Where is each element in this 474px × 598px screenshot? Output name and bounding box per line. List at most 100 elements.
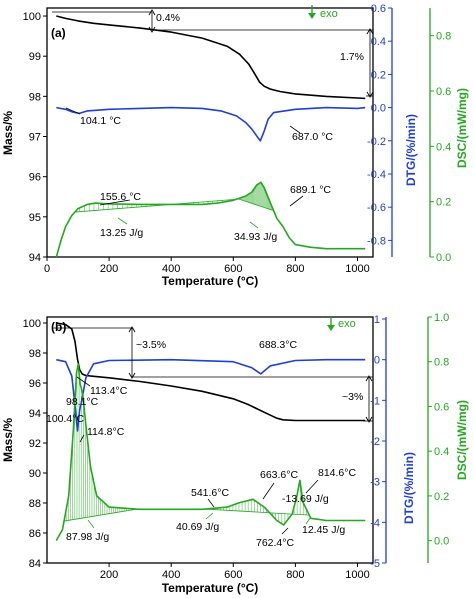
panel-a-mass-ticks: 94 95 96 97 98 99 100 [23,11,47,264]
panel-b-mass-axis-title: Mass/% [1,418,15,462]
panel-a-mass-loss-guides [52,11,373,97]
panel-b-annotation-100.4C: 100.4°C [46,413,84,425]
panel-a-label: (a) [51,26,66,40]
panel-b-annotation-13.69Jg: -13.69 J/g [282,493,329,505]
panel-a-series [55,15,366,258]
dtg-tick-label: -1 [370,395,380,407]
panel-b-leader-663 [262,482,275,500]
mass-tick-label: 94 [29,408,41,420]
x-tick-label: 0 [44,263,50,275]
panel-b-annotation-12.45Jg: 12.45 J/g [302,524,345,536]
dsc-tick-label: 0.2 [436,197,451,209]
panel-a-exo-label: exo [320,8,338,20]
panel-b-dsc-axis-title: DSC/(mW/mg) [455,400,469,480]
panel-a-leader-689 [289,195,304,207]
dsc-tick-label: 0.0 [436,252,451,264]
mass-tick-label: 94 [29,252,41,264]
dsc-tick-label: 0.6 [436,86,451,98]
mass-tick-label: 88 [29,498,41,510]
panel-b-annotation-762.4C: 762.4°C [256,537,294,549]
panel-b-leader-541 [207,498,215,508]
x-tick-label: 1000 [345,263,369,275]
panel-a-dtg-ticks: 0.6 0.4 0.2 0.0 -0.2 -0.4 -0.6 -0.8 [367,3,392,247]
dtg-tick-label: 0 [374,355,380,367]
dtg-tick-label: 0.4 [371,36,386,48]
x-tick-label: 400 [162,263,180,275]
dtg-tick-label: 0.6 [371,3,386,15]
panel-b-x-axis-title: Temperature (°C) [162,581,259,595]
panel-a-plot-frame [46,7,374,258]
panel-b-annotation-114.8C: 114.8°C [87,426,125,438]
panel-b-annotation-541.6C: 541.6°C [191,487,229,499]
mass-tick-label: 86 [29,528,41,540]
dtg-tick-label: 0.0 [371,103,386,115]
panel-a-annotation-13.25Jg: 13.25 J/g [100,227,143,239]
panel-a-leader-155 [99,199,131,206]
panel-a-exo-arrowhead-icon [308,13,316,19]
mass-tick-label: 97 [29,132,41,144]
panel-a-dsc-axis-title: DSC/(mW/mg) [455,88,469,168]
panel-b-exo-marker: exo [327,317,356,331]
panel-b-leader-814 [305,479,319,494]
panel-a-annotation-34.93Jg: 34.93 J/g [234,231,277,243]
dsc-baseline [74,198,237,213]
panel-a-annotation-687C: 687.0 °C [292,131,333,143]
mass-tick-label: 96 [29,172,41,184]
panel-b-dtg-axis-title: DTG/(%/min) [402,452,416,524]
panel-b-exo-label: exo [338,318,356,330]
panel-b-leader-12.45 [305,517,311,525]
panel-a-mass-axis-title: Mass/% [1,111,15,155]
dtg-curve [56,106,366,142]
panel-a-dsc-ticks: 0.0 0.2 0.4 0.6 0.8 [430,31,451,264]
panel-b-mass-ticks: 84 86 88 90 92 94 96 98 100 [23,318,47,570]
dsc-tick-label: 0.4 [436,141,451,153]
dtg-tick-label: -2 [370,436,380,448]
panel-a-leader-687 [289,125,301,134]
panel-a-x-ticks: 0 200 400 600 800 1000 [44,257,370,275]
panel-b-annotation-40.69Jg: 40.69 J/g [176,521,219,533]
panel-b: 200 400 600 800 1000 84 86 88 90 92 94 96 98 100 1 0 -… [1,312,469,595]
dsc-tick-label: 0.8 [436,31,451,43]
dtg-tick-label: -5 [370,558,380,570]
mass-tick-label: 84 [29,558,41,570]
panel-b-series [55,322,366,541]
dsc-tick-label: 0.6 [434,401,449,413]
mass-tick-label: 96 [29,378,41,390]
panel-b-dtg-ticks: 1 0 -1 -2 -3 -4 -5 [370,314,386,570]
mass-tick-label: 92 [29,438,41,450]
dsc-peak-hatch [237,182,274,212]
panel-a-exo-marker: exo [308,5,338,20]
panel-b-annotations: ~3.5% ~3% 98.1°C 113.4°C 688.3°C 100.4°C… [46,326,373,549]
mass-tick-label: 98 [29,91,41,103]
panel-a-annotations: 0.4% 1.7% 104.1 °C 687.0 °C 155.6 °C 689… [52,9,374,243]
panel-a-annotation-689C: 689.1 °C [290,184,331,196]
dtg-tick-label: 1 [374,314,380,326]
dsc-baseline [237,198,274,212]
panel-b-annotation-814.6C: 814.6°C [318,467,356,479]
panel-a-mass-loss-arrow-2-icon [366,28,374,98]
panel-b-plot-frame [46,316,374,564]
panel-b-leader-114 [79,434,85,443]
dsc-curve [55,363,366,541]
panel-a-mass-loss-arrow-1-icon [148,9,156,33]
mass-tick-label: 95 [29,212,41,224]
panel-a-annotation-104C: 104.1 °C [80,115,121,127]
panel-b-annotation-113.4C: 113.4°C [90,385,128,397]
dtg-tick-label: -0.8 [367,235,386,247]
mass-tick-label: 90 [29,468,41,480]
panel-b-annotation-3.5pct: ~3.5% [136,339,166,351]
dtg-tick-label: -0.2 [367,136,386,148]
x-tick-label: 600 [224,569,242,581]
panel-b-mass-loss-arrow-1-icon [128,326,136,379]
dsc-baseline [64,508,138,522]
x-tick-label: 200 [100,569,118,581]
panel-b-leader-40.69 [205,512,214,520]
panel-a-annotation-1.7pct: 1.7% [340,51,364,63]
panel-b-leader-762 [281,527,289,535]
dtg-tick-label: 0.2 [371,69,386,81]
mass-curve [56,15,366,100]
dtg-tick-label: -3 [370,477,380,489]
x-tick-label: 800 [286,263,304,275]
x-tick-label: 1000 [345,569,369,581]
